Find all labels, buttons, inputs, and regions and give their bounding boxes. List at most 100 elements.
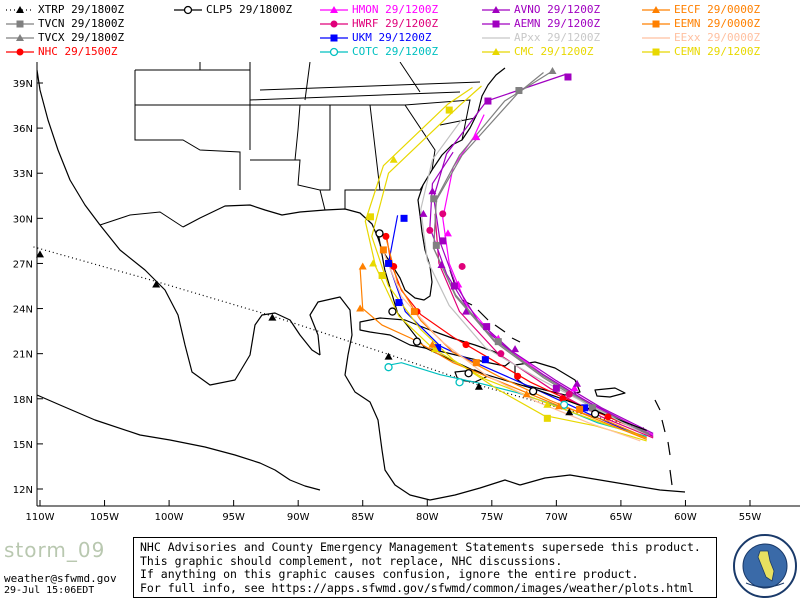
legend-label: APxx 29/1200Z [514,31,601,44]
south-america-coast [519,474,686,493]
legend-item-cotc: COTC 29/1200Z [318,45,478,58]
track-marker-eecf [356,304,365,312]
track-marker-eemn [576,405,584,413]
legend-label: CLP5 29/1800Z [206,3,293,16]
track-marker-nhc [382,232,390,240]
track-marker-xtrp [474,382,483,390]
lon-tick-label: 100W [155,512,184,523]
track-marker-cemn [366,213,374,221]
legend-swatch [642,37,670,39]
track-marker-tvcn [515,87,523,95]
track-marker-ukm [581,404,589,412]
track-marker-xtrp [565,408,574,416]
track-cotc [385,362,647,437]
track-marker-cotc [559,400,569,409]
track-marker-cotc [455,378,464,387]
track-marker-ukm [434,344,442,352]
lat-tick-label: 30N [13,214,33,225]
legend-item-eemn: EEMN 29/0000Z [640,17,800,30]
track-marker-cemn [543,414,551,422]
track-marker-cmc [543,400,552,408]
disclaimer-line: For full info, see https://apps.sfwmd.go… [140,580,694,595]
legend-item-hmon: HMON 29/1200Z [318,3,478,16]
legend-label: EECF 29/0000Z [674,3,761,16]
lat-tick-label: 33N [13,169,33,180]
lesser-antilles [654,399,673,486]
us-mexico-border [99,211,184,228]
legend-marker-icon [16,48,24,56]
track-marker-eemn [410,308,418,316]
legend-label: TVCX 29/1800Z [38,31,125,44]
legend-label: NHC 29/1500Z [38,45,118,58]
mexico-pacific-coast [36,394,321,491]
yucatan-coast [309,296,353,356]
lon-tick-label: 80W [416,512,439,523]
legend-item-cemn: CEMN 29/1200Z [640,45,800,58]
lon-tick-label: 90W [287,512,310,523]
track-marker-ukm [400,214,408,222]
track-marker-tvcn [430,195,438,203]
legend-item-ukm: UKM 29/1200Z [318,31,478,44]
lat-tick-label: 21N [13,350,33,361]
track-marker-ukm [385,259,393,267]
track-marker-hwrf [497,350,505,358]
track-marker-cemn [445,106,453,114]
track-marker-cmc [369,259,378,267]
track-marker-xtrp [36,250,44,258]
contact-email: weather@sfwmd.gov [4,572,117,585]
legend-marker-icon [492,20,500,28]
track-marker-tvcn [494,338,502,346]
track-aemn [433,73,654,437]
legend-swatch [320,47,348,57]
track-marker-tvcx [548,66,557,74]
track-marker-aemn [484,97,492,105]
track-marker-aemn [564,73,572,81]
track-marker-xtrp [268,313,277,321]
track-cmc [364,87,647,439]
track-marker-cmc [389,155,398,163]
legend-label: CEMN 29/1200Z [674,45,761,58]
us-gulf-coast [182,67,506,301]
model-legend: XTRP 29/1800Z TVCN 29/1800Z TVCX 29/1800Z N… [0,0,800,62]
state-borders [99,61,481,228]
issue-date: 29-Jul 15:06EDT [4,585,95,596]
legend-swatch [642,48,670,56]
track-marker-avno [437,260,446,268]
ky-border [249,61,421,101]
legend-swatch [642,6,670,13]
lat-tick-label: 27N [13,259,33,270]
lon-tick-label: 55W [739,512,762,523]
track-marker-clp5 [412,337,422,346]
track-eexx [381,248,641,442]
lon-tick-label: 70W [545,512,568,523]
legend-swatch [482,6,510,13]
legend-swatch [6,34,34,41]
legend-item-nhc: NHC 29/1500Z [4,45,164,58]
lat-tick-label: 39N [13,79,33,90]
legend-marker-icon [183,5,193,15]
track-marker-eemn [472,359,480,367]
texas-north [134,70,241,190]
louisiana [250,159,326,211]
track-marker-nhc [604,413,612,421]
track-markers [36,66,612,422]
legend-label: EEMN 29/0000Z [674,17,761,30]
legend-marker-icon [329,47,339,57]
lon-tick-label: 85W [351,512,374,523]
legend-item-tvcx: TVCX 29/1800Z [4,31,164,44]
footer-panel: storm_09 weather@sfwmd.gov 29-Jul 15:06E… [0,530,800,600]
map-frame [36,62,800,507]
legend-item-eexx: EExx 29/0000Z [640,31,800,44]
legend-label: HWRF 29/1200Z [352,17,439,30]
legend-marker-icon [330,6,338,13]
track-marker-avno [573,379,582,387]
track-marker-tvcn [432,241,440,249]
legend-marker-icon [330,34,338,42]
disclaimer-box: NHC Advisories and County Emergency Mana… [133,537,717,598]
track-marker-hmon [570,384,579,392]
track-marker-aemn [439,237,447,245]
legend-label: XTRP 29/1800Z [38,3,125,16]
track-marker-hmon [443,229,452,237]
track-marker-nhc [514,372,522,380]
